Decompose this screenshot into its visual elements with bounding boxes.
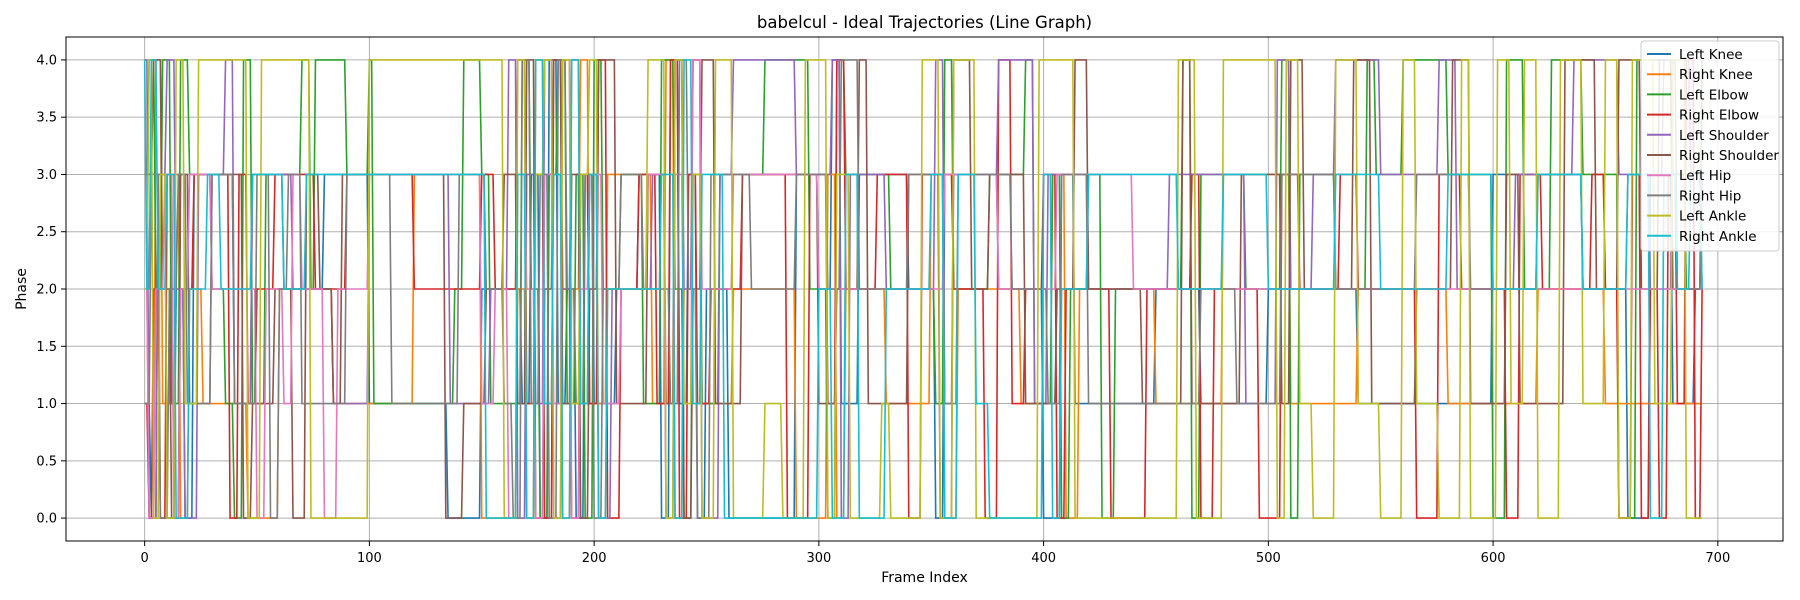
series-line-right-hip — [144, 59, 1703, 519]
legend-label: Left Knee — [1679, 47, 1743, 63]
x-tick-label: 300 — [806, 551, 831, 566]
legend-label: Right Hip — [1679, 188, 1741, 204]
x-tick-label: 400 — [1031, 551, 1056, 566]
legend-box — [1640, 40, 1780, 252]
legend: Left Knee Right Knee Left Elbow Right Elbow… — [1640, 40, 1780, 252]
x-tick-label: 500 — [1256, 551, 1281, 566]
legend-label: Right Shoulder — [1679, 148, 1779, 164]
legend-label: Left Ankle — [1679, 209, 1746, 225]
tick-layer: 0 100 200 300 400 500 600 700 0.0 0.5 1.0 1.5 2.0 2.5… — [36, 53, 1730, 566]
y-tick-label: 0.0 — [36, 512, 57, 527]
legend-label: Right Elbow — [1679, 108, 1759, 124]
legend-label: Left Shoulder — [1679, 128, 1769, 144]
x-tick-label: 0 — [141, 551, 149, 566]
y-axis-label: Phase — [14, 268, 30, 310]
series-layer — [143, 59, 1703, 519]
x-tick-label: 100 — [357, 551, 382, 566]
legend-label: Right Knee — [1679, 67, 1753, 83]
y-tick-label: 1.0 — [36, 397, 57, 412]
x-tick-label: 600 — [1481, 551, 1506, 566]
y-tick-label: 4.0 — [36, 53, 57, 68]
y-tick-label: 1.5 — [36, 340, 57, 355]
chart-title: babelcul - Ideal Trajectories (Line Grap… — [757, 13, 1092, 32]
series-line-right-ankle — [143, 59, 1703, 519]
x-tick-label: 200 — [582, 551, 607, 566]
x-tick-label: 700 — [1705, 551, 1730, 566]
y-tick-label: 0.5 — [36, 454, 57, 469]
y-tick-label: 3.5 — [36, 111, 57, 126]
y-tick-label: 3.0 — [36, 168, 57, 183]
legend-label: Right Ankle — [1679, 229, 1757, 245]
y-tick-label: 2.0 — [36, 283, 57, 298]
legend-label: Left Hip — [1679, 168, 1731, 184]
series-line-left-ankle — [144, 59, 1703, 519]
x-axis-label: Frame Index — [881, 570, 968, 586]
y-tick-label: 2.5 — [36, 225, 57, 240]
legend-label: Left Elbow — [1679, 87, 1749, 103]
